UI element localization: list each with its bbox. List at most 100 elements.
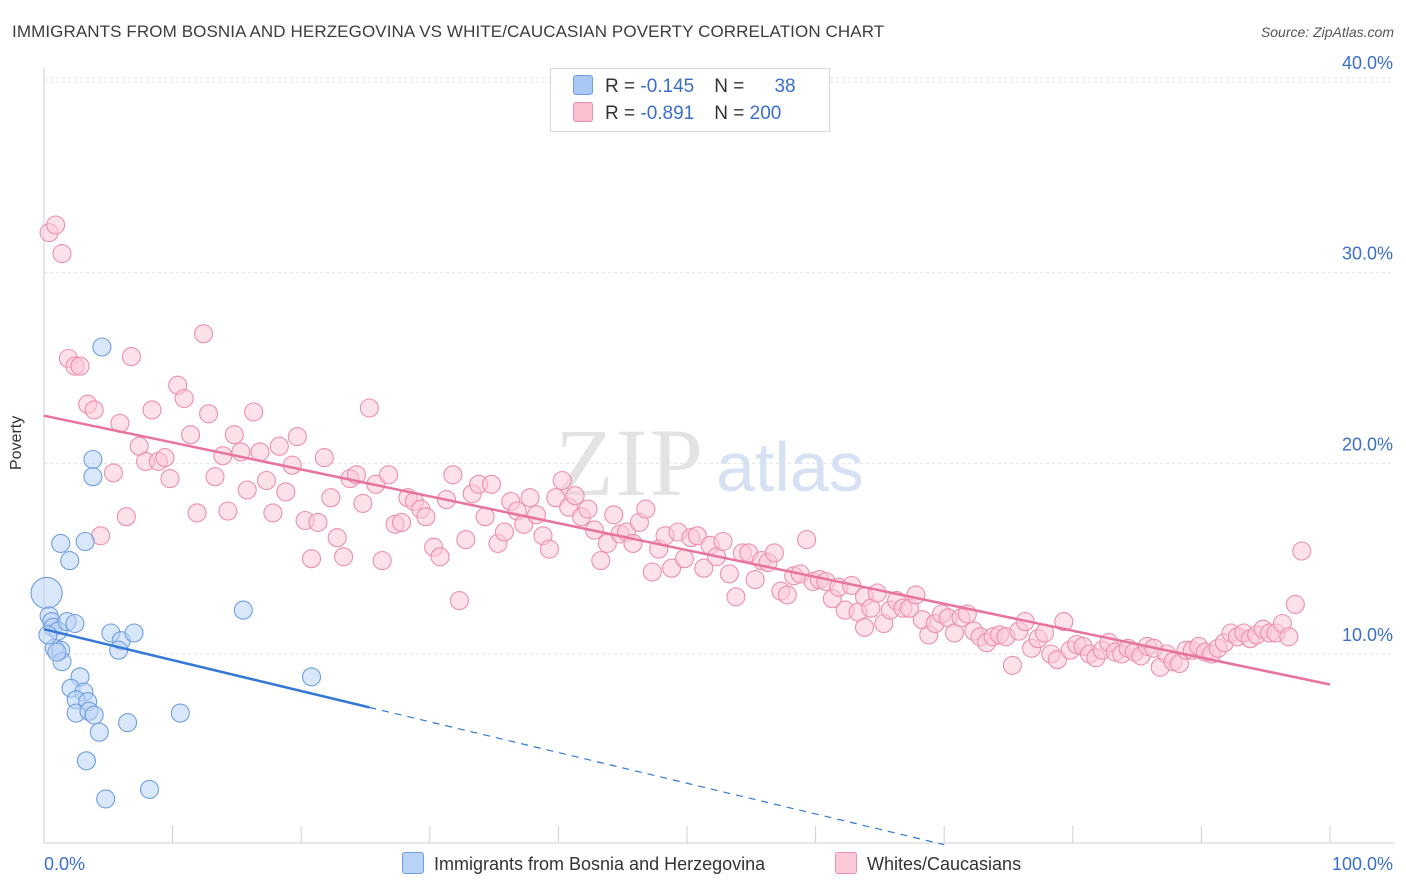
bosnia-point — [60, 551, 80, 571]
whites-point — [308, 512, 328, 532]
whites-point — [726, 587, 746, 607]
whites-point — [662, 558, 682, 578]
legend-r-label: R = — [605, 76, 641, 97]
whites-point — [443, 465, 463, 485]
whites-point — [1054, 612, 1074, 632]
bosnia-point — [83, 449, 103, 470]
tick-labels: 10.0% 20.0% 30.0% 40.0% 0.0% 100.0% — [44, 53, 1393, 874]
bosnia-point — [118, 713, 138, 733]
whites-point — [520, 488, 540, 508]
watermark: ZIP atlas — [555, 409, 864, 516]
bosnia-point — [75, 531, 95, 552]
whites-point — [269, 436, 289, 456]
whites-point — [174, 388, 194, 409]
whites-point — [456, 530, 476, 550]
legend-swatch-bosnia — [573, 75, 593, 95]
whites-point — [391, 512, 412, 532]
legend-n-label: N = — [714, 103, 750, 124]
bosnia-trend-extension — [369, 706, 945, 846]
trend-lines — [43, 414, 1331, 846]
whites-point — [565, 486, 585, 506]
y-tick-label: 30.0% — [1342, 244, 1393, 264]
whites-point — [604, 505, 624, 525]
bosnia-point — [76, 751, 96, 771]
grid-lines — [44, 77, 1394, 655]
whites-point — [155, 448, 175, 468]
whites-point — [1292, 541, 1312, 561]
y-tick-label: 40.0% — [1342, 53, 1393, 73]
whites-point — [103, 463, 123, 483]
whites-point — [867, 583, 887, 603]
whites-point — [552, 470, 572, 491]
whites-point — [334, 547, 354, 567]
bosnia-point — [84, 705, 104, 725]
axes — [43, 68, 1394, 844]
whites-point — [52, 244, 72, 264]
whites-point — [70, 356, 90, 376]
whites-point — [745, 570, 765, 590]
bosnia-point — [124, 623, 144, 643]
whites-point — [121, 347, 141, 367]
whites-point — [372, 551, 392, 571]
whites-point — [276, 482, 296, 502]
legend-n-value: 38 — [774, 76, 796, 97]
whites-point — [1002, 655, 1022, 675]
whites-point — [494, 522, 514, 542]
bosnia-point — [47, 642, 67, 662]
whites-point — [1285, 594, 1305, 614]
legend-r-value: -0.891 — [640, 103, 695, 124]
whites-point — [187, 503, 207, 523]
whites-point — [694, 558, 714, 578]
whites-point — [539, 539, 559, 559]
whites-point — [116, 507, 136, 527]
whites-point — [713, 531, 733, 552]
series-whites-points — [39, 215, 1312, 677]
whites-point — [764, 543, 784, 563]
source-label: Source: ZipAtlas.com — [1260, 24, 1394, 40]
legend-row-whites: R = -0.891 N = 200 — [573, 102, 781, 125]
watermark-atlas: atlas — [716, 428, 864, 506]
whites-point — [1047, 650, 1067, 670]
legend-item-whites: Whites/Caucasians — [835, 852, 1021, 875]
whites-point — [636, 499, 656, 519]
chart-title: IMMIGRANTS FROM BOSNIA AND HERZEGOVINA V… — [12, 22, 885, 41]
whites-point — [359, 398, 379, 418]
whites-point — [578, 499, 598, 519]
bosnia-point — [109, 640, 129, 660]
whites-point — [430, 547, 450, 567]
legend-n-value: 200 — [749, 103, 782, 124]
legend-swatch-whites — [835, 852, 857, 874]
bosnia-point — [170, 703, 190, 723]
whites-point — [797, 530, 817, 550]
bosnia-point — [83, 467, 103, 487]
whites-trend-line — [43, 414, 1331, 686]
whites-point — [256, 470, 277, 491]
whites-point — [46, 215, 66, 235]
whites-point — [353, 493, 373, 513]
whites-point — [687, 526, 707, 546]
whites-point — [906, 585, 926, 605]
whites-point — [205, 467, 225, 487]
legend-label-whites: Whites/Caucasians — [867, 854, 1022, 874]
whites-point — [719, 564, 739, 584]
whites-point — [642, 562, 662, 582]
whites-point — [674, 549, 694, 569]
whites-point — [84, 400, 104, 420]
whites-point — [321, 488, 341, 508]
y-tick-label: 20.0% — [1342, 434, 1393, 454]
whites-point — [199, 404, 219, 424]
bosnia-point — [51, 533, 71, 553]
whites-point — [327, 528, 347, 548]
whites-point — [301, 549, 322, 569]
bosnia-point — [233, 600, 253, 620]
legend-row-bosnia: R = -0.145 N = 38 — [573, 75, 796, 98]
x-tick-label: 0.0% — [44, 854, 85, 874]
bosnia-point — [30, 576, 63, 610]
whites-point — [224, 425, 244, 445]
whites-point — [546, 488, 566, 508]
bosnia-point — [139, 779, 160, 799]
bosnia-point — [38, 625, 58, 645]
series-bosnia-points — [30, 337, 322, 809]
legend-r-value: -0.145 — [640, 76, 695, 97]
